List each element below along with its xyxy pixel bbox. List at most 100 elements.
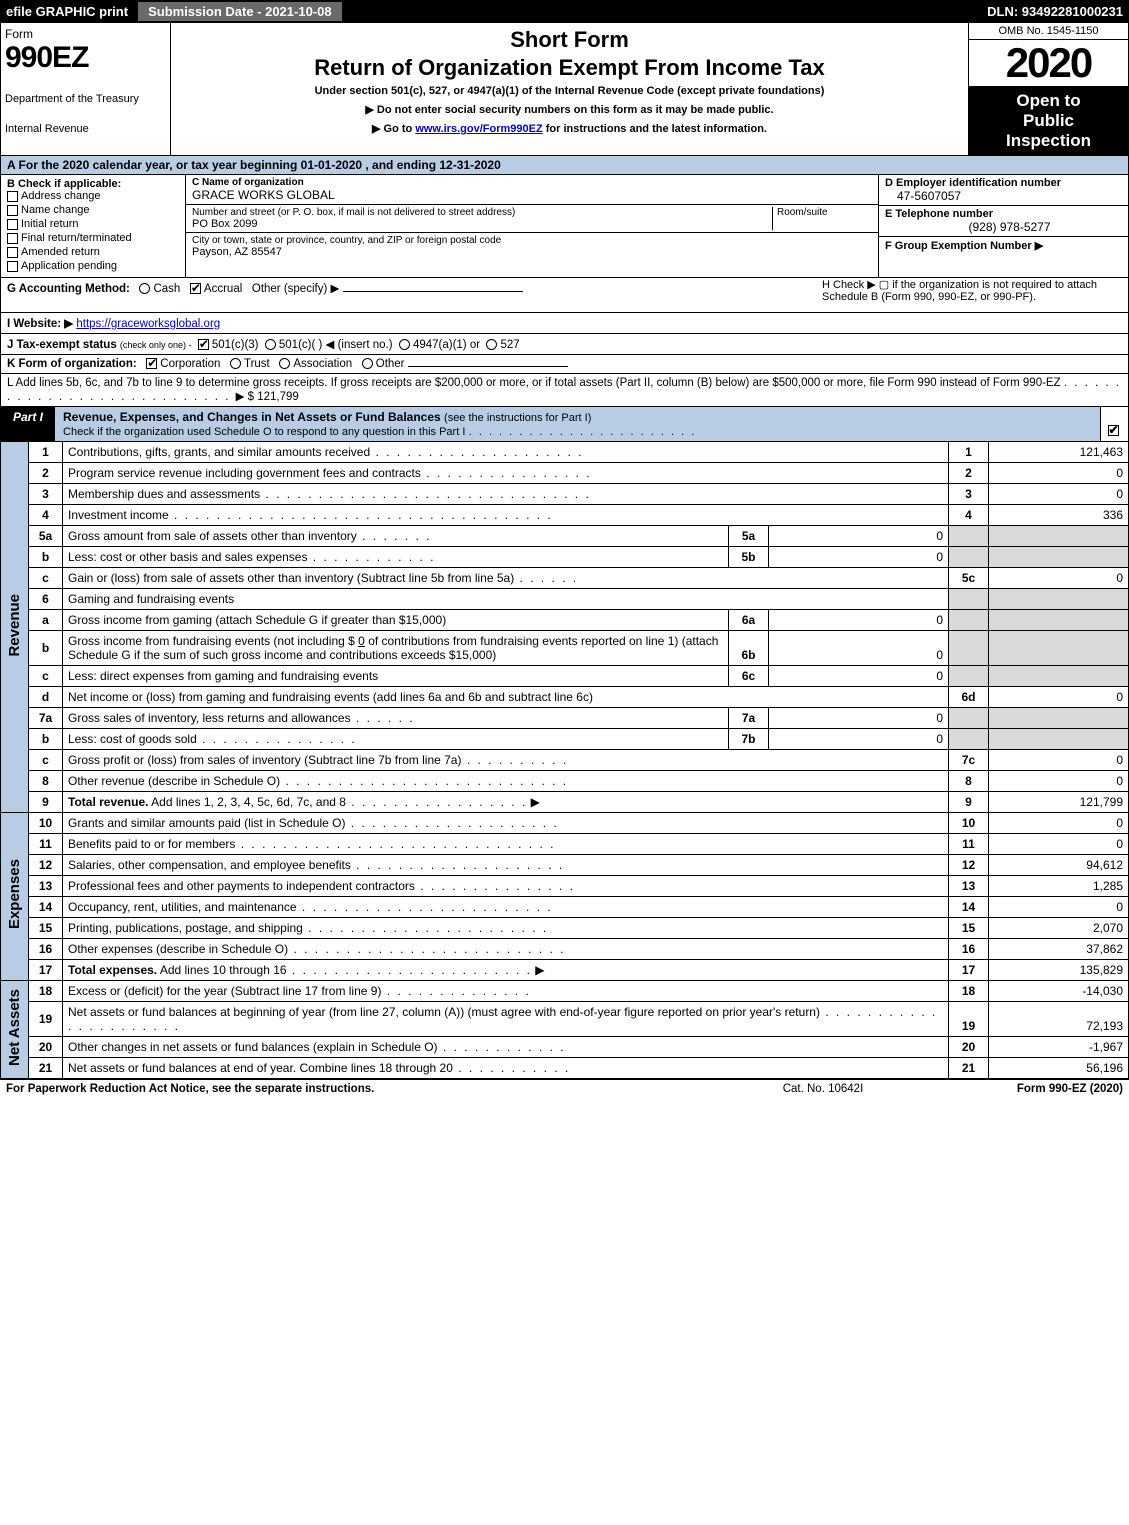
irs-link[interactable]: www.irs.gov/Form990EZ	[415, 123, 542, 135]
efile-label: efile GRAPHIC print	[0, 4, 134, 19]
section-b: B Check if applicable: Address change Na…	[1, 175, 186, 277]
l6b-subval: 0	[769, 631, 949, 666]
l5a-subval: 0	[769, 526, 949, 547]
j-label: J Tax-exempt status	[7, 339, 117, 351]
chk-application-pending[interactable]: Application pending	[7, 260, 179, 272]
l1-val: 121,463	[989, 442, 1129, 463]
l1-rnum: 1	[949, 442, 989, 463]
part1-checkbox[interactable]	[1100, 407, 1128, 441]
radio-trust[interactable]	[230, 358, 241, 369]
org-name: GRACE WORKS GLOBAL	[192, 188, 872, 202]
l7b-sublbl: 7b	[729, 729, 769, 750]
chk-address-change[interactable]: Address change	[7, 190, 179, 202]
main-title: Return of Organization Exempt From Incom…	[177, 55, 962, 81]
l6d-rnum: 6d	[949, 687, 989, 708]
l4-rnum: 4	[949, 505, 989, 526]
chk-initial-return-label: Initial return	[21, 218, 78, 230]
l12-rnum: 12	[949, 855, 989, 876]
line-11: 11 Benefits paid to or for members . . .…	[1, 834, 1129, 855]
l7a-sublbl: 7a	[729, 708, 769, 729]
l7c-desc: Gross profit or (loss) from sales of inv…	[63, 750, 949, 771]
open-line3: Inspection	[971, 131, 1126, 151]
l9-num: 9	[29, 792, 63, 813]
l16-desc: Other expenses (describe in Schedule O) …	[63, 939, 949, 960]
line-18: Net Assets 18 Excess or (deficit) for th…	[1, 981, 1129, 1002]
line-4: 4 Investment income . . . . . . . . . . …	[1, 505, 1129, 526]
l6c-val	[989, 666, 1129, 687]
submission-date-button[interactable]: Submission Date - 2021-10-08	[138, 2, 342, 21]
chk-initial-return[interactable]: Initial return	[7, 218, 179, 230]
l5b-num: b	[29, 547, 63, 568]
radio-4947[interactable]	[399, 339, 410, 350]
l21-val: 56,196	[989, 1058, 1129, 1079]
l14-desc: Occupancy, rent, utilities, and maintena…	[63, 897, 949, 918]
open-line1: Open to	[971, 91, 1126, 111]
l20-num: 20	[29, 1037, 63, 1058]
l12-val: 94,612	[989, 855, 1129, 876]
l6a-num: a	[29, 610, 63, 631]
ein-row: D Employer identification number 47-5607…	[879, 175, 1128, 206]
l18-val: -14,030	[989, 981, 1129, 1002]
chk-corp[interactable]	[146, 358, 157, 369]
line-6d: d Net income or (loss) from gaming and f…	[1, 687, 1129, 708]
l17-num: 17	[29, 960, 63, 981]
l8-val: 0	[989, 771, 1129, 792]
l15-rnum: 15	[949, 918, 989, 939]
i-label: I Website: ▶	[7, 318, 73, 330]
l1-desc: Contributions, gifts, grants, and simila…	[63, 442, 949, 463]
group-exemption-row: F Group Exemption Number ▶	[879, 237, 1128, 254]
l5c-num: c	[29, 568, 63, 589]
org-address-row: Number and street (or P. O. box, if mail…	[186, 205, 878, 233]
l16-num: 16	[29, 939, 63, 960]
k-trust: Trust	[244, 358, 270, 370]
l8-num: 8	[29, 771, 63, 792]
radio-assoc[interactable]	[279, 358, 290, 369]
other-input[interactable]	[343, 291, 523, 292]
chk-final-return[interactable]: Final return/terminated	[7, 232, 179, 244]
l7b-rnum	[949, 729, 989, 750]
l6b-amount: 0	[358, 634, 365, 648]
radio-527[interactable]	[486, 339, 497, 350]
chk-accrual[interactable]	[190, 283, 201, 294]
line-20: 20 Other changes in net assets or fund b…	[1, 1037, 1129, 1058]
l10-rnum: 10	[949, 813, 989, 834]
l3-desc: Membership dues and assessments . . . . …	[63, 484, 949, 505]
l21-desc: Net assets or fund balances at end of ye…	[63, 1058, 949, 1079]
line-3: 3 Membership dues and assessments . . . …	[1, 484, 1129, 505]
radio-cash[interactable]	[139, 283, 150, 294]
org-name-row: C Name of organization GRACE WORKS GLOBA…	[186, 175, 878, 205]
l2-rnum: 2	[949, 463, 989, 484]
l10-val: 0	[989, 813, 1129, 834]
k-other-input[interactable]	[408, 366, 568, 367]
l4-desc: Investment income . . . . . . . . . . . …	[63, 505, 949, 526]
line-12: 12 Salaries, other compensation, and emp…	[1, 855, 1129, 876]
chk-name-change-label: Name change	[21, 204, 90, 216]
radio-501c[interactable]	[265, 339, 276, 350]
part1-header: Part I Revenue, Expenses, and Changes in…	[0, 407, 1129, 442]
l6c-subval: 0	[769, 666, 949, 687]
l10-num: 10	[29, 813, 63, 834]
l5c-rnum: 5c	[949, 568, 989, 589]
l7c-rnum: 7c	[949, 750, 989, 771]
l19-desc: Net assets or fund balances at beginning…	[63, 1002, 949, 1037]
line-19: 19 Net assets or fund balances at beginn…	[1, 1002, 1129, 1037]
chk-name-change[interactable]: Name change	[7, 204, 179, 216]
line-5a: 5a Gross amount from sale of assets othe…	[1, 526, 1129, 547]
l19-num: 19	[29, 1002, 63, 1037]
tax-year: 2020	[969, 40, 1128, 87]
footer-form-pre: Form	[1017, 1083, 1049, 1095]
chk-501c3[interactable]	[198, 339, 209, 350]
l6-num: 6	[29, 589, 63, 610]
l20-rnum: 20	[949, 1037, 989, 1058]
l9-val: 121,799	[989, 792, 1129, 813]
line-7b: b Less: cost of goods sold . . . . . . .…	[1, 729, 1129, 750]
line-17: 17 Total expenses. Add lines 10 through …	[1, 960, 1129, 981]
chk-amended-return[interactable]: Amended return	[7, 246, 179, 258]
radio-other[interactable]	[362, 358, 373, 369]
website-link[interactable]: https://graceworksglobal.org	[76, 318, 220, 330]
l7b-desc: Less: cost of goods sold . . . . . . . .…	[63, 729, 729, 750]
l7b-num: b	[29, 729, 63, 750]
j-501c: 501(c)( ) ◀ (insert no.)	[279, 339, 393, 351]
k-assoc: Association	[293, 358, 352, 370]
l5a-rnum	[949, 526, 989, 547]
